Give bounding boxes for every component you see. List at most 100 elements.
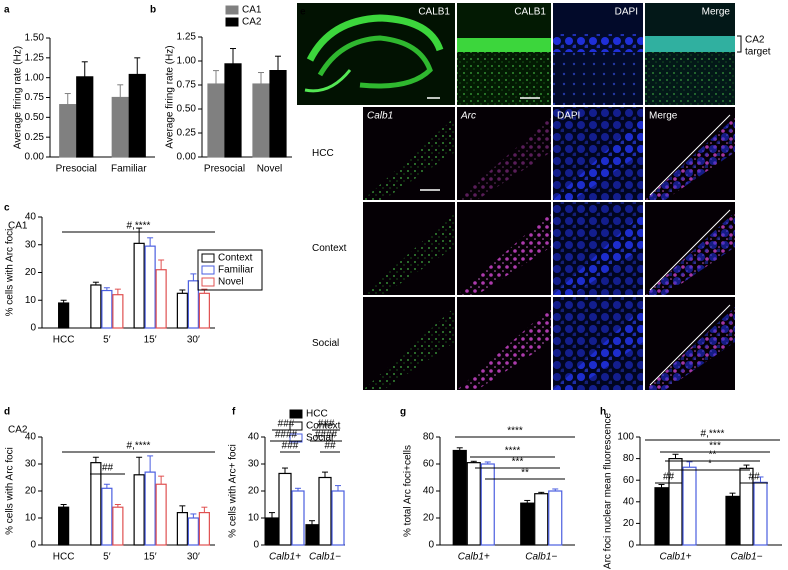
panel-label: d — [4, 407, 10, 418]
column-label: Merge — [649, 111, 678, 122]
micrograph-structure — [645, 307, 735, 390]
y-tick-label: 1.25 — [177, 32, 197, 43]
y-tick-label: 30 — [25, 239, 37, 250]
bar — [112, 294, 124, 329]
bar — [176, 511, 188, 546]
image-panel — [297, 3, 742, 105]
x-tick-label: Calb1− — [525, 552, 557, 563]
panel-label: f — [232, 407, 236, 418]
y-tick-label: 0.75 — [25, 92, 45, 103]
bar — [90, 284, 102, 329]
micrograph-structure — [553, 107, 643, 200]
micrograph-structure — [363, 307, 455, 390]
bar — [668, 458, 683, 546]
bracket — [737, 35, 742, 53]
significance-label: #,**** — [701, 429, 725, 440]
significance-label: ## — [663, 472, 675, 483]
y-tick-label: 0.00 — [177, 152, 197, 163]
side-label: CA2 — [745, 35, 765, 46]
micrograph-structure — [363, 212, 455, 295]
legend-swatch — [201, 253, 215, 263]
bar — [128, 73, 146, 158]
significance-label: **** — [507, 426, 523, 437]
y-axis-label: Arc foci nuclear mean fluorescence — [603, 412, 614, 569]
bar — [753, 481, 768, 546]
y-tick-label: 0 — [30, 323, 36, 334]
micrograph-structure — [645, 212, 735, 295]
bar — [59, 104, 77, 158]
significance-label: ### — [282, 441, 299, 452]
y-tick-label: 10 — [25, 513, 37, 524]
x-tick-label: Presocial — [204, 164, 245, 175]
subtitle: CA2 — [8, 425, 28, 436]
bar — [331, 490, 345, 546]
y-axis-label: % total Arc foci+cells — [403, 445, 414, 537]
column-label: Arc — [460, 111, 476, 122]
bar — [224, 63, 242, 158]
x-tick-label: 30′ — [187, 552, 200, 563]
axis-line-overlay — [649, 304, 731, 386]
micrograph-structure — [553, 202, 643, 295]
bar — [207, 83, 225, 158]
y-tick-label: 0.75 — [177, 80, 197, 91]
micrograph-structure — [553, 297, 643, 390]
y-tick-label: 1.50 — [25, 33, 45, 44]
bar — [466, 462, 481, 546]
legend-swatch — [289, 409, 303, 419]
bar — [112, 506, 124, 546]
legend-label: HCC — [306, 409, 328, 420]
micrograph-structure — [363, 117, 455, 200]
y-tick-label: 0 — [253, 540, 259, 551]
side-label: target — [745, 47, 771, 58]
micrograph-structure — [645, 117, 735, 200]
y-tick-label: 40 — [248, 432, 260, 443]
bar — [187, 517, 199, 546]
x-tick-label: 5′ — [103, 335, 111, 346]
legend-swatch — [225, 17, 239, 27]
x-tick-label: HCC — [53, 335, 75, 346]
y-tick-label: 0 — [30, 540, 36, 551]
panel-label: g — [400, 407, 406, 418]
column-label: Calb1 — [367, 111, 393, 122]
bar — [739, 467, 754, 546]
y-axis-label: Average firing rate (Hz) — [13, 46, 24, 149]
legend-swatch — [225, 5, 239, 15]
significance-label: #,**** — [127, 221, 151, 232]
y-tick-label: 20 — [423, 513, 435, 524]
bar — [58, 302, 70, 329]
micrograph-structure — [304, 69, 352, 93]
legend-swatch — [289, 433, 303, 443]
panel-label: h — [600, 407, 606, 418]
micrograph-structure — [645, 52, 735, 105]
y-tick-label: 0.25 — [177, 128, 197, 139]
bar — [155, 483, 167, 546]
x-tick-label: 30′ — [187, 335, 200, 346]
legend-box — [197, 249, 263, 291]
micrograph-structure — [553, 52, 643, 105]
row-label: HCC — [312, 148, 334, 159]
bar — [133, 474, 145, 546]
bar — [252, 83, 270, 158]
x-tick-label: 5′ — [103, 552, 111, 563]
y-tick-label: 10 — [25, 295, 37, 306]
image-label: CALB1 — [418, 7, 450, 18]
legend-label: CA1 — [242, 5, 262, 16]
y-axis-label: Average firing rate (Hz) — [165, 45, 176, 148]
bar — [654, 487, 669, 546]
y-axis-label: % cells with Arc+ foci — [228, 444, 239, 538]
bar — [520, 502, 535, 546]
x-tick-label: Presocial — [56, 164, 97, 175]
bar — [291, 490, 305, 546]
y-tick-label: 0.50 — [177, 104, 197, 115]
bar — [269, 69, 287, 158]
legend-label: CA2 — [242, 17, 262, 28]
bar — [452, 449, 467, 546]
micrograph-structure — [645, 36, 735, 52]
significance-label: ### — [318, 419, 335, 430]
x-tick-label: Calb1+ — [660, 552, 692, 563]
bar — [101, 487, 113, 546]
significance-label: ** — [709, 450, 717, 461]
y-tick-label: 0 — [428, 540, 434, 551]
x-tick-label: 15′ — [144, 552, 157, 563]
